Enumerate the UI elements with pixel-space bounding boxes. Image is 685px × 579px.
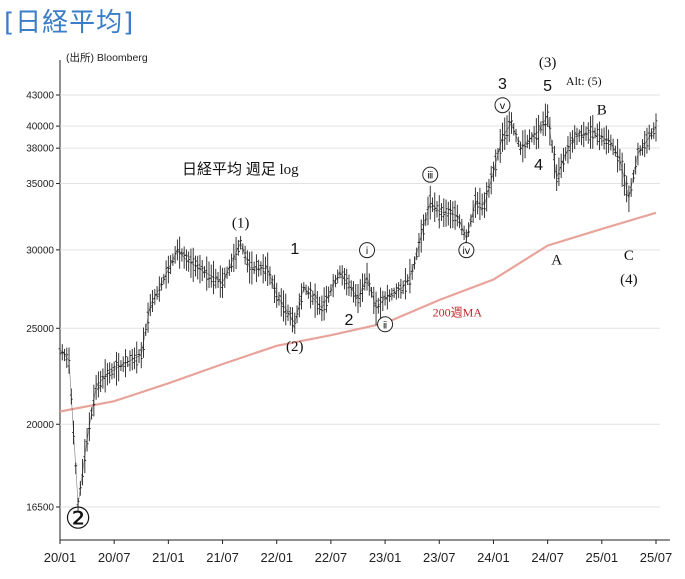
y-tick-label: 38000: [26, 144, 54, 155]
wave-circle: [458, 242, 475, 259]
annotation-layer: ② (1) 1 (2) 2 ⅰ ⅱ ⅲ ⅳ ⅴ 3 (3) 5 Alt: (5) 4 A B C (4) 200週MA: [65, 55, 638, 536]
y-axis: 43000 40000 38000 35000 30000 25000 20000 16500: [26, 60, 660, 540]
wave-label: ②: [65, 501, 92, 536]
y-tick-label: 43000: [26, 91, 54, 102]
wave-circle: [359, 242, 376, 259]
x-tick-label: 25/07: [640, 550, 673, 565]
wave-label: (3): [539, 55, 557, 71]
wave-circle: [377, 316, 394, 333]
wave-label: 2: [345, 312, 354, 329]
price-line: [59, 114, 657, 505]
x-tick-label: 22/01: [260, 550, 293, 565]
x-tick-label: 21/01: [152, 550, 185, 565]
y-tick-label: 30000: [26, 245, 54, 256]
wave-circle: [422, 166, 439, 183]
ma-200-line: [59, 211, 657, 413]
x-tick-label: 20/01: [44, 550, 77, 565]
wave-label: 4: [534, 157, 543, 174]
wave-label: ⅰ: [366, 246, 369, 257]
price-bars: [58, 103, 658, 512]
wave-label: A: [551, 252, 562, 268]
x-tick-label: 24/01: [477, 550, 510, 565]
x-tick-label: 24/07: [531, 550, 564, 565]
x-tick-label: 23/07: [423, 550, 456, 565]
series-layer: [58, 103, 658, 512]
x-axis: 20/01 20/07 21/01 21/07 22/01 22/07 23/01 23/07…: [44, 539, 673, 565]
y-tick-label: 16500: [26, 503, 54, 514]
wave-circle: [494, 97, 511, 114]
y-tick-label: 25000: [26, 324, 54, 335]
wave-label: (4): [620, 272, 638, 288]
wave-label: ⅱ: [383, 320, 388, 331]
y-tick-label: 40000: [26, 122, 54, 133]
wave-label: C: [624, 248, 634, 264]
x-tick-label: 20/07: [98, 550, 131, 565]
wave-label: ⅳ: [462, 246, 470, 257]
y-tick-label: 20000: [26, 420, 54, 431]
x-tick-label: 21/07: [206, 550, 239, 565]
wave-label: (2): [286, 339, 304, 355]
y-tick-label: 35000: [26, 179, 54, 190]
wave-label: ⅲ: [427, 171, 433, 182]
wave-label: 3: [498, 76, 507, 93]
ma-label: 200週MA: [433, 305, 483, 319]
wave-label: ⅴ: [500, 101, 506, 112]
page-title: [日経平均]: [4, 8, 135, 38]
wave-label: 5: [543, 78, 552, 95]
wave-label: B: [597, 102, 607, 118]
x-tick-label: 25/01: [586, 550, 619, 565]
x-tick-label: 23/01: [369, 550, 402, 565]
wave-label: (1): [232, 215, 250, 231]
wave-label: Alt: (5): [566, 74, 602, 88]
chart-title: 日経平均 週足 log: [182, 161, 299, 178]
source-note: (出所) Bloomberg: [66, 52, 148, 64]
wave-label: 1: [290, 241, 299, 258]
x-tick-label: 22/07: [315, 550, 348, 565]
